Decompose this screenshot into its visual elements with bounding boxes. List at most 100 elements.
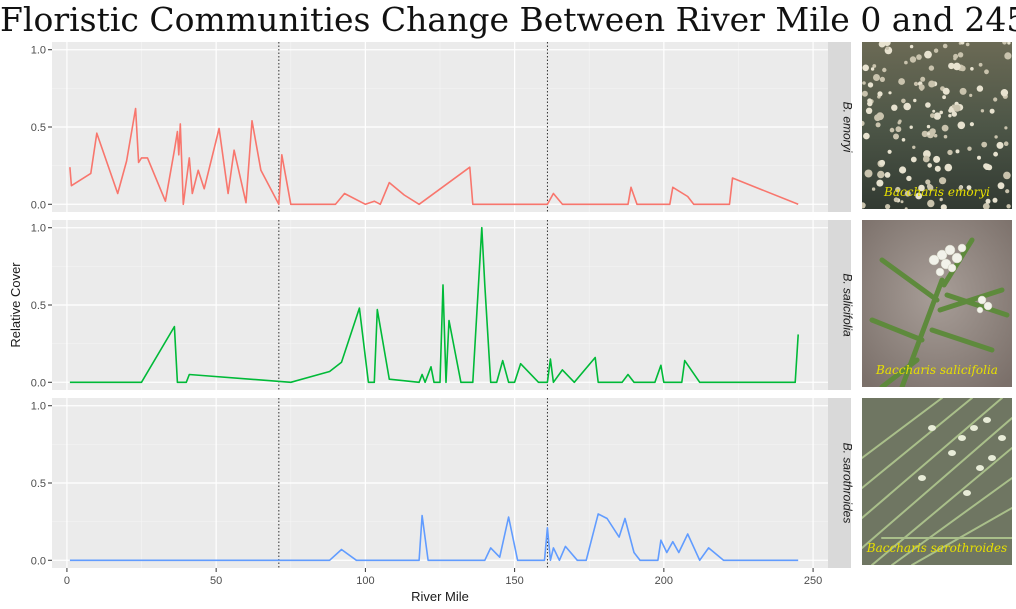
flower-dot	[873, 74, 880, 81]
flower-dot	[926, 183, 933, 189]
flower-dot	[1004, 52, 1012, 60]
flower-dot	[939, 110, 943, 115]
flower-dot	[948, 62, 955, 70]
flower-dot	[918, 184, 925, 192]
flower-dot	[871, 187, 876, 191]
emoryi-photo-caption: Baccharis emoryi	[884, 185, 990, 199]
y-axis-title: Relative Cover	[8, 262, 23, 348]
flower-dot	[1002, 42, 1007, 45]
flower-dot	[976, 85, 984, 92]
flower-dot	[984, 69, 989, 75]
flower-dot	[862, 64, 869, 72]
flower-dot	[933, 48, 939, 53]
flower-dot	[1005, 189, 1010, 194]
flower-dot	[910, 156, 917, 163]
flower-dot	[939, 177, 947, 185]
flower-dot	[951, 111, 957, 117]
salicifolia-photo-image	[862, 220, 1012, 387]
flower-dot	[863, 132, 870, 140]
flower-dot	[940, 204, 947, 209]
flower-dot	[882, 67, 887, 73]
flower-dot	[877, 170, 885, 179]
flower-dot	[898, 78, 905, 85]
facet-strip-label: B. sarothroides	[841, 443, 855, 524]
flower-dot	[913, 98, 917, 103]
y-tick-label: 1.0	[31, 223, 46, 235]
flower-dot	[1003, 171, 1011, 180]
flower-dot	[953, 104, 961, 112]
flower-dot	[978, 62, 983, 67]
flower-dot	[885, 204, 891, 209]
flower-dot	[927, 132, 930, 136]
flower-dot	[943, 134, 948, 139]
flower-dot	[901, 138, 906, 142]
flower-dot	[996, 141, 1004, 149]
flower-dot	[992, 197, 998, 203]
flower-dot	[948, 114, 952, 118]
flower-dot	[984, 163, 991, 170]
flower-dot	[879, 159, 886, 166]
flower-dot	[1006, 204, 1011, 209]
flower-dot	[967, 146, 972, 151]
flower-dot	[862, 81, 866, 85]
flower-dot	[909, 56, 917, 63]
facet-strip-label: B. salicifolia	[841, 273, 855, 337]
flower-dot	[955, 149, 960, 154]
flower-dot	[864, 169, 873, 178]
flower-dot	[960, 42, 965, 45]
x-tick-label: 100	[356, 575, 374, 587]
flower-dot	[959, 87, 967, 95]
flower-dot	[888, 91, 892, 95]
flower-dot	[872, 64, 877, 68]
flower-dot	[994, 135, 998, 139]
y-tick-label: 0.5	[31, 300, 46, 312]
x-tick-label: 200	[655, 575, 673, 587]
flower-dot	[929, 128, 936, 135]
y-tick-label: 0.0	[31, 377, 46, 389]
flower-dot	[924, 50, 932, 59]
flower-dot	[989, 108, 995, 114]
facet-strip	[828, 398, 851, 568]
series-line-0	[69, 107, 799, 206]
facet-strip	[828, 220, 851, 390]
flower-dot	[941, 124, 949, 132]
flower-dot	[915, 192, 923, 200]
sarothroides-photo-caption: Baccharis sarothroides	[866, 541, 1008, 555]
flower-dot	[862, 90, 868, 97]
flower-dot	[969, 122, 974, 127]
flower-dot	[903, 102, 911, 111]
flower-dot	[875, 122, 881, 128]
flower-dot	[897, 121, 901, 125]
flower-dot	[942, 43, 948, 49]
flower-dot	[909, 44, 914, 49]
flower-dot	[887, 149, 892, 154]
flower-dot	[913, 81, 919, 86]
flower-dot	[958, 186, 963, 190]
flower-dot	[977, 155, 981, 160]
flower-dot	[901, 98, 906, 104]
flower-dot	[939, 197, 943, 202]
flower-dot	[876, 179, 884, 187]
y-tick-label: 0.5	[31, 478, 46, 490]
flower-dot	[862, 120, 865, 126]
flower-dot	[933, 155, 941, 163]
flower-dot	[889, 127, 895, 133]
flower-dot	[921, 130, 929, 138]
flower-dot	[932, 109, 936, 113]
flower-dot	[957, 52, 964, 58]
flower-dot	[933, 133, 938, 138]
y-tick-label: 0.0	[31, 199, 46, 211]
flower-dot	[877, 91, 883, 97]
flower-dot	[893, 133, 899, 140]
flower-dot	[912, 145, 916, 149]
flower-dot	[982, 203, 990, 209]
flower-dot	[891, 104, 898, 111]
flower-dot	[933, 112, 941, 120]
flower-dot	[993, 151, 998, 157]
flower-dot	[925, 102, 931, 108]
facet-strip	[828, 42, 851, 212]
flower-dot	[885, 46, 889, 50]
flower-dot	[966, 185, 972, 191]
flower-dot	[969, 93, 973, 97]
